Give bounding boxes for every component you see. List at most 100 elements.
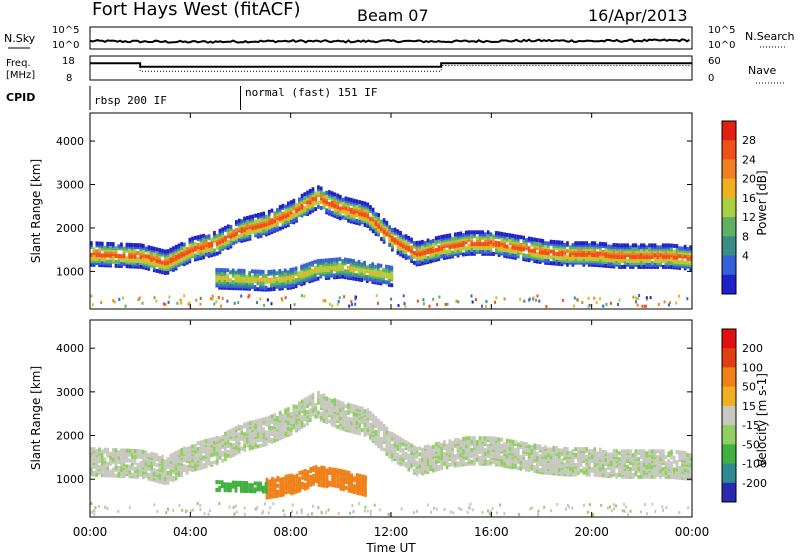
heatmap-cell <box>644 305 646 308</box>
heatmap-cell <box>220 305 222 308</box>
nave-tick-bottom: 0 <box>708 73 714 84</box>
heatmap-cell <box>301 400 304 404</box>
heatmap-cell <box>405 240 408 244</box>
heatmap-cell <box>486 300 488 303</box>
heatmap-cell <box>487 460 490 464</box>
heatmap-cell <box>106 462 109 466</box>
heatmap-cell <box>123 474 126 478</box>
heatmap-cell <box>216 436 219 440</box>
heatmap-cell <box>215 300 217 303</box>
heatmap-cell <box>161 270 164 274</box>
heatmap-cell <box>618 469 621 473</box>
heatmap-cell <box>585 241 588 245</box>
heatmap-cell <box>405 234 408 238</box>
heatmap-cell <box>618 251 621 255</box>
heatmap-cell <box>536 462 539 466</box>
heatmap-cell <box>632 296 634 299</box>
heatmap-cell <box>429 467 432 471</box>
heatmap-cell <box>148 473 151 477</box>
heatmap-cell <box>246 224 249 228</box>
heatmap-cell <box>216 252 219 256</box>
heatmap-cell <box>213 252 216 256</box>
heatmap-cell <box>447 303 449 306</box>
heatmap-cell <box>468 250 471 254</box>
heatmap-cell <box>572 469 575 473</box>
heatmap-cell <box>325 274 328 278</box>
heatmap-cell <box>120 254 123 258</box>
heatmap-cell <box>226 300 228 303</box>
heatmap-cell <box>104 246 107 250</box>
heatmap-cell <box>662 265 665 269</box>
heatmap-cell <box>468 436 471 440</box>
heatmap-cell <box>91 295 93 298</box>
heatmap-cell <box>290 220 293 224</box>
heatmap-cell <box>626 263 629 267</box>
heatmap-cell <box>183 243 186 247</box>
heatmap-cell <box>158 260 161 264</box>
heatmap-cell <box>386 442 389 446</box>
heatmap-cell <box>350 198 353 202</box>
heatmap-cell <box>134 449 137 453</box>
heatmap-cell <box>306 208 309 212</box>
heatmap-cell <box>183 456 186 460</box>
heatmap-cell <box>98 471 101 475</box>
heatmap-cell <box>257 229 260 233</box>
heatmap-cell <box>602 450 605 454</box>
heatmap-cell <box>435 460 438 464</box>
heatmap-cell <box>443 234 446 238</box>
heatmap-cell <box>676 468 679 472</box>
heatmap-cell <box>391 444 394 448</box>
heatmap-cell <box>218 268 221 272</box>
heatmap-cell <box>145 254 148 258</box>
heatmap-cell <box>330 270 333 274</box>
heatmap-cell <box>325 201 328 205</box>
heatmap-cell <box>218 280 221 284</box>
heatmap-cell <box>558 454 561 458</box>
heatmap-cell <box>342 202 345 206</box>
heatmap-cell <box>675 302 677 305</box>
heatmap-cell <box>577 299 579 302</box>
heatmap-cell <box>681 456 684 460</box>
heatmap-cell <box>662 473 665 477</box>
heatmap-cell <box>632 247 635 251</box>
heatmap-cell <box>347 270 350 274</box>
heatmap-cell <box>624 243 627 247</box>
heatmap-cell <box>580 241 583 245</box>
heatmap-cell <box>511 253 514 257</box>
heatmap-cell <box>405 250 408 254</box>
heatmap-cell <box>380 237 383 241</box>
heatmap-cell <box>640 261 643 265</box>
heatmap-cell <box>531 237 534 241</box>
heatmap-cell <box>238 425 241 429</box>
heatmap-cell <box>265 417 268 421</box>
heatmap-cell <box>341 275 344 279</box>
heatmap-cell <box>338 300 340 303</box>
heatmap-cell <box>555 256 558 260</box>
heatmap-cell <box>676 244 679 248</box>
heatmap-cell <box>361 209 364 213</box>
heatmap-cell <box>98 448 101 452</box>
heatmap-cell <box>205 439 208 443</box>
heatmap-cell <box>168 301 170 304</box>
heatmap-cell <box>101 454 104 458</box>
heatmap-cell <box>325 268 328 272</box>
heatmap-cell <box>522 448 525 452</box>
heatmap-cell <box>454 236 457 240</box>
heatmap-cell <box>342 198 345 202</box>
heatmap-cell <box>232 269 235 273</box>
heatmap-cell <box>325 406 328 410</box>
heatmap-cell <box>421 469 424 473</box>
heatmap-cell <box>150 254 153 258</box>
heatmap-cell <box>648 449 651 453</box>
heatmap-cell <box>334 398 337 402</box>
heatmap-cell <box>246 422 249 426</box>
heatmap-cell <box>284 220 287 224</box>
heatmap-cell <box>336 211 339 215</box>
heatmap-cell <box>267 288 270 292</box>
heatmap-cell <box>126 449 129 453</box>
heatmap-cell <box>293 408 296 412</box>
heatmap-cell <box>583 251 586 255</box>
noise-panel-frame <box>90 27 692 49</box>
heatmap-cell <box>194 456 197 460</box>
heatmap-cell <box>334 196 337 200</box>
